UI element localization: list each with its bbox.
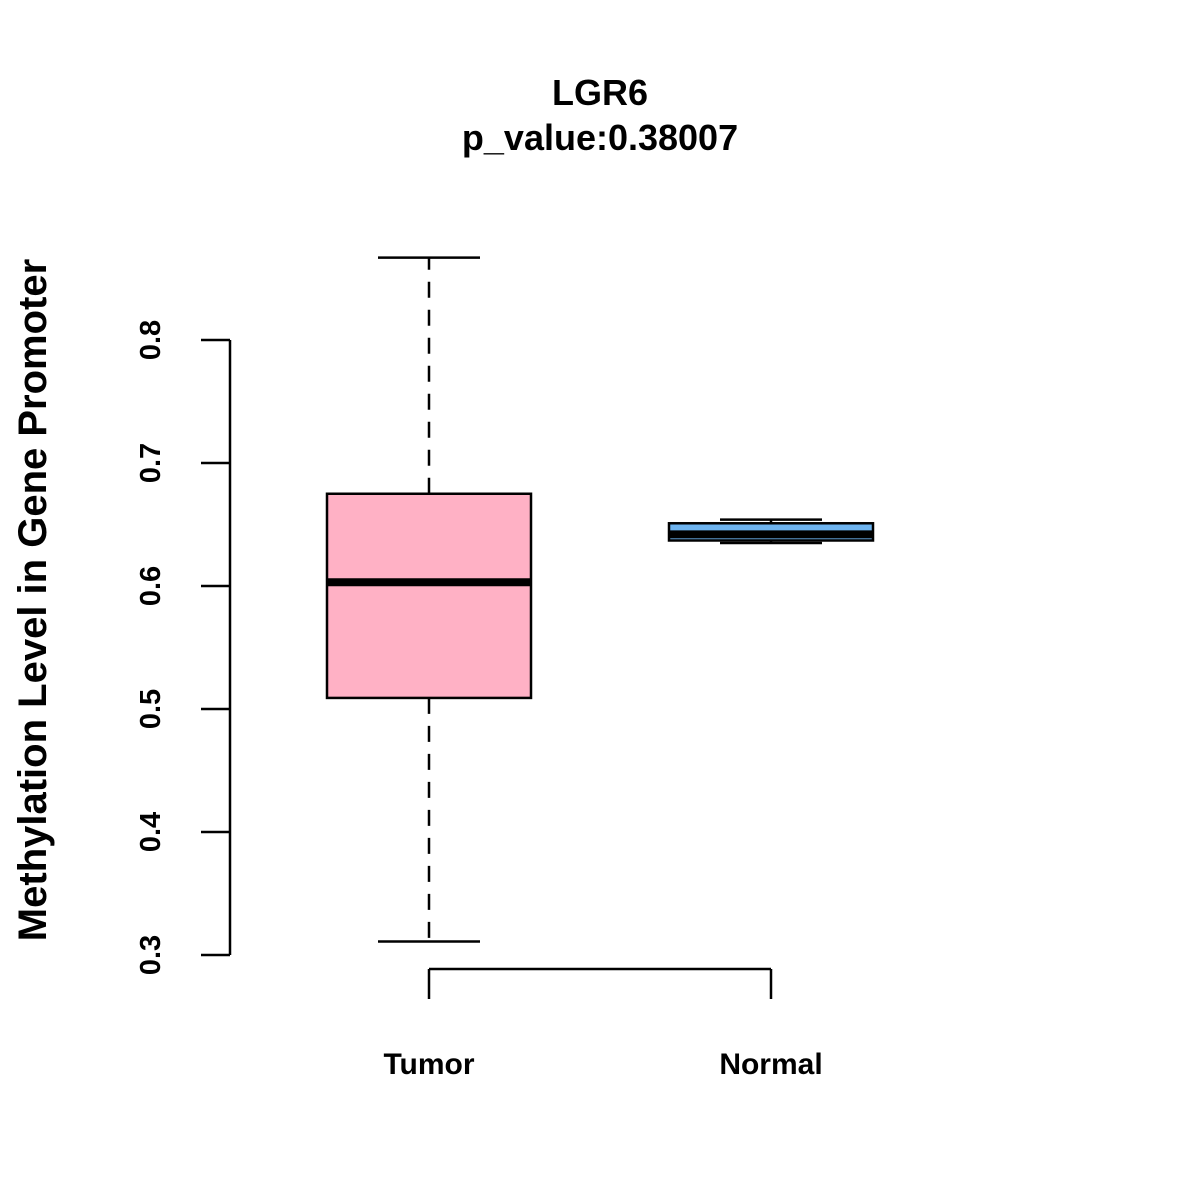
x-axis: Tumor Normal — [383, 967, 823, 1081]
y-tick-label: 0.5 — [135, 689, 167, 729]
x-tick-label: Normal — [719, 1048, 822, 1081]
iqr-box — [325, 492, 533, 700]
y-tick-label: 0.6 — [135, 566, 167, 606]
chart-title: LGR6 — [552, 72, 648, 113]
boxes — [325, 256, 875, 943]
x-tick-label: Tumor — [383, 1048, 474, 1081]
y-tick-label: 0.4 — [135, 812, 167, 852]
y-axis-label: Methylation Level in Gene Promoter — [11, 259, 55, 941]
y-tick-label: 0.8 — [135, 320, 167, 360]
box-tumor — [325, 256, 533, 943]
y-tick-label: 0.7 — [135, 443, 167, 483]
y-tick-label: 0.3 — [135, 935, 167, 975]
chart-subtitle: p_value:0.38007 — [462, 117, 738, 158]
box-normal — [667, 518, 875, 545]
y-axis: 0.3 0.4 0.5 0.6 0.7 0.8 — [135, 320, 232, 975]
